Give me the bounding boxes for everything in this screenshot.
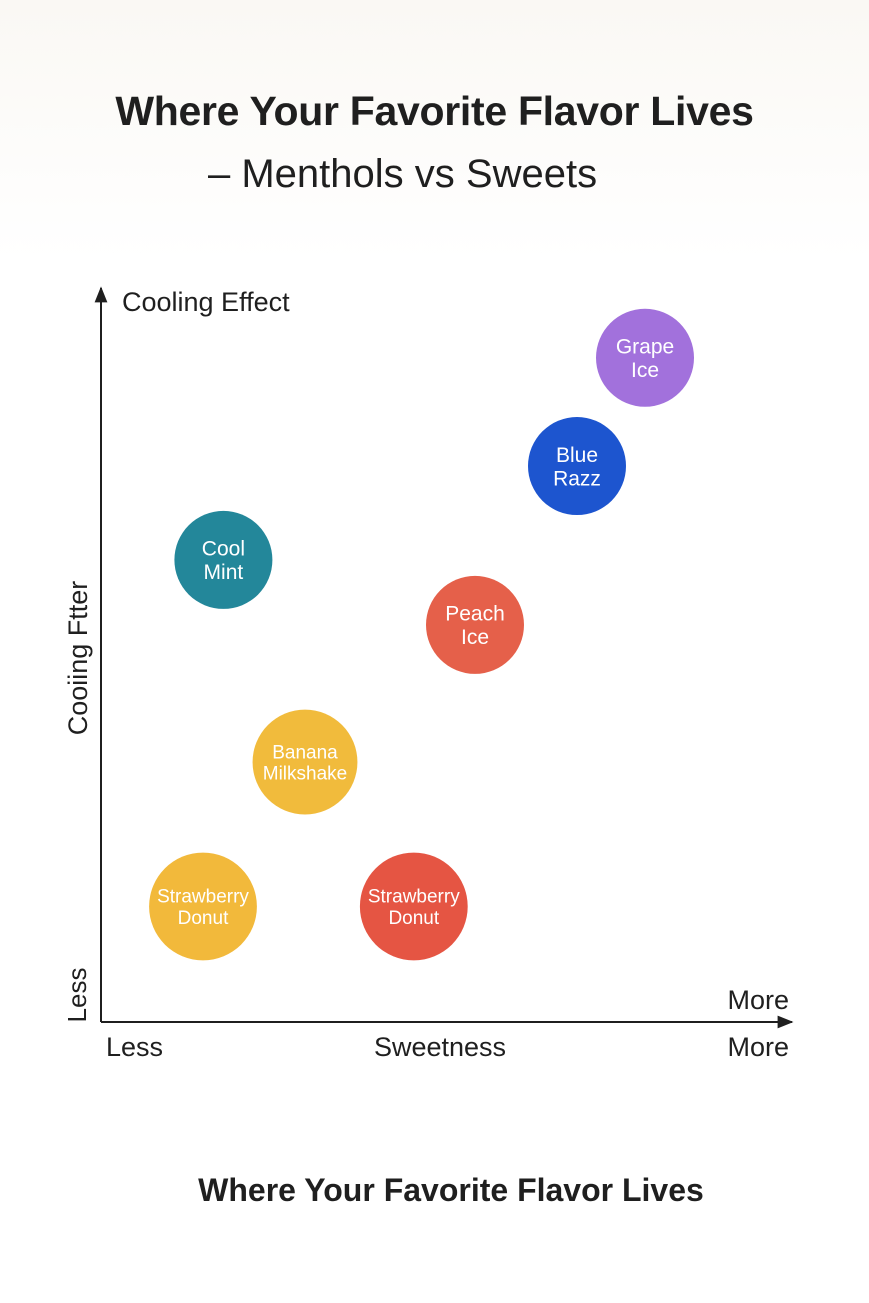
bubble-label: Blue (556, 444, 598, 467)
bubble-label: Strawberry (157, 887, 249, 908)
bubble-label: Cool (202, 538, 245, 561)
bubble-circle (252, 709, 358, 815)
bubble-label: Banana (272, 742, 338, 763)
cooling-effect-label: Cooling Effect (122, 287, 290, 317)
bubble-label: Grape (616, 336, 674, 359)
chart-subtitle: – Menthols vs Sweets (208, 152, 598, 196)
chart-title: Where Your Favorite Flavor Lives (115, 88, 754, 134)
y-axis-title: Cooiing Ftter (63, 581, 93, 736)
bubble-circle (426, 575, 524, 674)
bubble-label: Ice (631, 359, 659, 382)
bubble-label: Razz (553, 467, 601, 490)
x-axis-low-label: Less (106, 1032, 163, 1062)
bubble-circle (528, 417, 626, 516)
bubble-label: Mint (204, 561, 244, 584)
x-axis-high-label: More (727, 1032, 789, 1062)
y-axis-low-label: Less (62, 968, 92, 1023)
bubble-label: Donut (178, 908, 229, 929)
bubble-circle (174, 510, 273, 609)
bubble-label: Donut (388, 908, 439, 929)
bubble-label: Ice (461, 626, 489, 649)
bubble-label: Milkshake (263, 764, 347, 785)
x-axis-title: Sweetness (374, 1032, 506, 1062)
bubble-circle (149, 852, 257, 961)
footer-caption: Where Your Favorite Flavor Lives (198, 1172, 704, 1208)
y-axis-high-label: More (727, 985, 789, 1015)
bubble-circle (359, 852, 468, 961)
bubble-label: Strawberry (368, 887, 460, 908)
bubble-layer: GrapeIceBlueRazzCoolMintPeachIceBananaMi… (149, 308, 694, 961)
bubble-circle (596, 308, 694, 407)
bubble-label: Peach (445, 603, 505, 626)
